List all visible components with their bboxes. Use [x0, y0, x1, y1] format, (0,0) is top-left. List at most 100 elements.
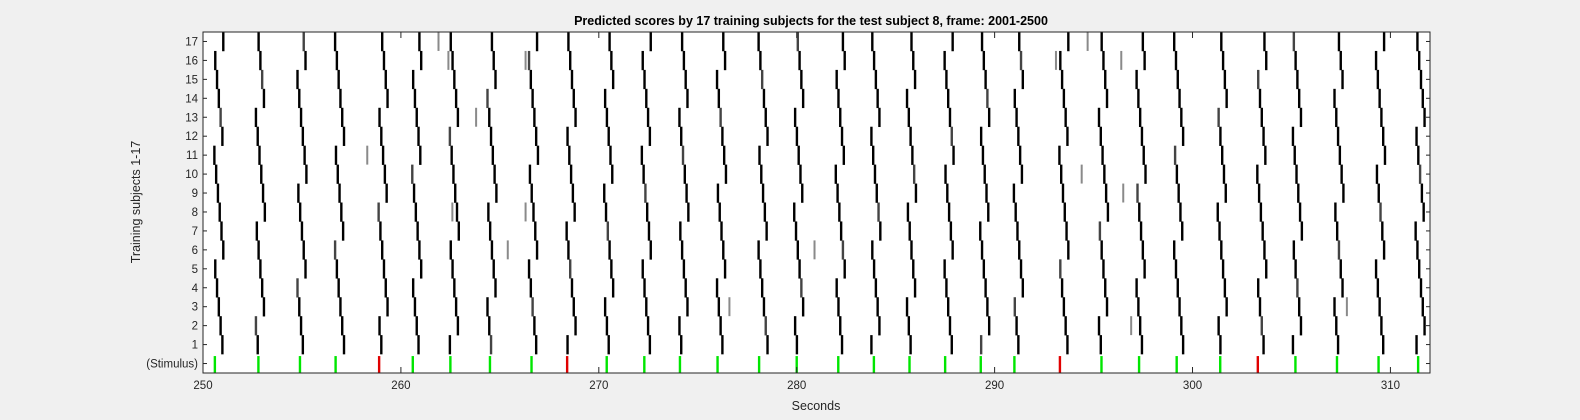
prediction-mark: [419, 145, 422, 165]
prediction-mark: [1021, 69, 1025, 90]
prediction-mark-faint: [451, 202, 454, 222]
prediction-mark: [382, 259, 386, 279]
prediction-mark: [873, 164, 877, 184]
prediction-mark: [301, 335, 305, 355]
x-tick-label: 290: [985, 380, 1004, 392]
prediction-mark: [643, 278, 646, 298]
prediction-mark: [835, 278, 838, 298]
prediction-mark-faint: [447, 50, 450, 70]
prediction-mark: [687, 202, 690, 222]
prediction-mark: [1099, 126, 1102, 146]
prediction-mark: [222, 32, 225, 52]
prediction-mark: [216, 183, 220, 203]
prediction-mark: [793, 107, 797, 128]
prediction-mark: [1299, 316, 1303, 336]
prediction-mark: [449, 32, 452, 52]
prediction-mark: [1380, 316, 1383, 336]
prediction-mark: [797, 145, 800, 165]
stimulus-mark: [257, 356, 260, 373]
prediction-mark: [260, 69, 264, 90]
prediction-mark: [1136, 183, 1139, 203]
prediction-mark: [979, 335, 983, 355]
prediction-mark: [721, 335, 724, 355]
prediction-mark: [527, 50, 531, 71]
prediction-mark: [534, 335, 538, 355]
prediction-mark: [1378, 297, 1381, 317]
prediction-mark: [839, 316, 842, 336]
prediction-mark: [1418, 164, 1422, 184]
prediction-mark: [718, 202, 721, 222]
prediction-mark: [1333, 297, 1336, 317]
prediction-mark: [910, 32, 913, 52]
prediction-mark: [297, 183, 300, 203]
prediction-mark: [341, 316, 344, 336]
prediction-mark: [419, 259, 423, 279]
prediction-mark: [488, 221, 492, 241]
prediction-mark: [1336, 126, 1340, 146]
prediction-mark: [760, 278, 764, 298]
stimulus-mark: [1137, 356, 1141, 373]
prediction-mark: [986, 297, 989, 317]
prediction-mark: [1175, 164, 1179, 184]
prediction-mark: [1296, 278, 1299, 298]
prediction-mark: [259, 259, 262, 279]
prediction-mark: [1265, 259, 1268, 279]
prediction-mark: [385, 183, 388, 203]
prediction-mark-faint: [1120, 50, 1123, 70]
prediction-mark: [912, 50, 915, 71]
x-tick-label: 280: [787, 380, 806, 392]
prediction-mark: [911, 145, 914, 165]
prediction-mark: [1258, 297, 1262, 317]
prediction-mark: [717, 297, 721, 317]
prediction-mark: [719, 316, 722, 336]
y-tick-label: (Stimulus): [146, 359, 198, 371]
prediction-mark: [566, 335, 569, 355]
prediction-mark: [947, 202, 951, 222]
prediction-mark: [337, 278, 340, 298]
prediction-mark: [1295, 164, 1298, 184]
prediction-mark: [1258, 88, 1262, 109]
prediction-mark: [256, 335, 259, 355]
prediction-mark: [296, 69, 299, 90]
prediction-mark: [645, 297, 648, 317]
prediction-mark: [875, 183, 878, 203]
prediction-mark: [486, 297, 489, 317]
prediction-mark: [384, 69, 387, 90]
prediction-mark: [1173, 32, 1176, 52]
prediction-mark: [724, 164, 728, 184]
prediction-mark: [215, 278, 219, 298]
prediction-mark: [214, 50, 217, 71]
prediction-mark: [220, 221, 223, 241]
prediction-mark: [411, 278, 415, 298]
prediction-mark: [605, 316, 609, 336]
prediction-mark: [761, 183, 765, 203]
prediction-mark: [876, 297, 879, 317]
stimulus-mark: [1256, 356, 1260, 373]
prediction-mark: [1066, 335, 1069, 355]
prediction-mark: [491, 145, 495, 165]
stimulus-mark: [565, 356, 569, 373]
stimulus-mark: [643, 356, 646, 373]
prediction-mark: [905, 297, 909, 317]
prediction-mark: [766, 335, 769, 355]
prediction-mark: [1292, 240, 1296, 260]
y-tick-label: 16: [185, 55, 198, 67]
prediction-mark: [1097, 107, 1101, 128]
prediction-mark: [1178, 88, 1181, 109]
stimulus-mark: [1219, 356, 1222, 373]
prediction-mark: [419, 50, 423, 71]
prediction-mark: [987, 202, 990, 222]
y-tick-label: 5: [192, 264, 198, 276]
prediction-mark: [452, 164, 455, 184]
prediction-mark: [1061, 183, 1065, 203]
prediction-mark: [380, 126, 383, 146]
prediction-mark: [686, 297, 689, 317]
prediction-mark: [418, 32, 421, 52]
prediction-mark: [872, 50, 876, 71]
prediction-mark: [495, 183, 498, 203]
prediction-mark: [416, 221, 419, 241]
prediction-mark: [645, 88, 648, 109]
prediction-mark: [680, 126, 683, 146]
prediction-mark: [1064, 316, 1067, 336]
prediction-mark: [1174, 259, 1178, 279]
